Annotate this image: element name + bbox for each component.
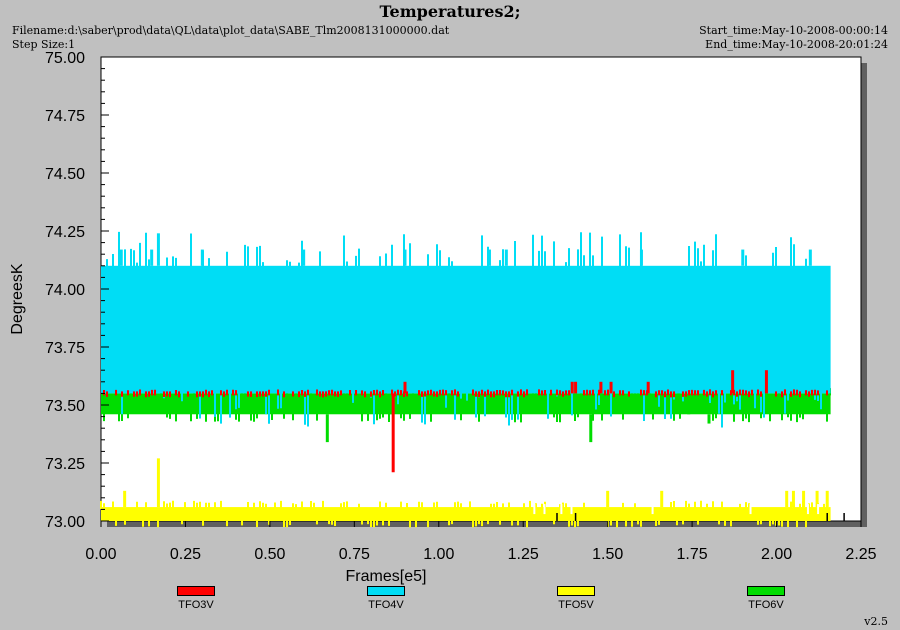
yellow-gap-0	[533, 504, 536, 515]
y-tick-label-7: 74.75	[45, 108, 85, 125]
series-noise-tfo5v	[100, 500, 828, 528]
y-tick-label-6: 74.50	[45, 166, 85, 183]
legend-swatch-tfo4v	[367, 586, 405, 596]
series-tfo5v	[100, 458, 831, 528]
legend-item-tfo6v: TFO6V	[736, 586, 796, 611]
version-label: v2.5	[864, 615, 888, 628]
y-tick-label-5: 74.25	[45, 224, 85, 241]
legend-label-tfo4v: TFO4V	[368, 599, 404, 611]
y-tick-label-3: 73.75	[45, 340, 85, 357]
legend-swatch-tfo6v	[747, 586, 785, 596]
yellow-gap-1	[543, 504, 546, 515]
y-tick-label-8: 75.00	[45, 50, 85, 67]
legend-label-tfo6v: TFO6V	[748, 599, 784, 611]
x-tick-label-5: 1.25	[508, 546, 539, 563]
yellow-gap-6	[806, 504, 809, 515]
yellow-gap-2	[560, 504, 563, 515]
legend-label-tfo3v: TFO3V	[178, 599, 214, 611]
legend-swatch-tfo3v	[177, 586, 215, 596]
yellow-gap-5	[749, 504, 752, 515]
legend-item-tfo4v: TFO4V	[356, 586, 416, 611]
y-tick-label-2: 73.50	[45, 398, 85, 415]
legend-label-tfo5v: TFO5V	[558, 599, 594, 611]
x-tick-label-3: 0.75	[339, 546, 370, 563]
series-band-tfo6v	[101, 393, 831, 415]
x-tick-label-0: 0.00	[85, 546, 116, 563]
x-axis-label: Frames[e5]	[346, 568, 427, 585]
y-axis-label: DegreesK	[9, 263, 26, 334]
x-tick-label-6: 1.50	[592, 546, 623, 563]
end-time-label: End_time:May-10-2008-20:01:24	[705, 38, 888, 51]
x-tick-label-7: 1.75	[677, 546, 708, 563]
legend-item-tfo5v: TFO5V	[546, 586, 606, 611]
series-noise-tfo3v	[103, 389, 828, 398]
series-tfo3v	[103, 370, 828, 473]
x-tick-label-8: 2.00	[761, 546, 792, 563]
yellow-gap-3	[570, 504, 573, 515]
series-band-tfo5v	[101, 507, 831, 521]
y-tick-label-1: 73.25	[45, 456, 85, 473]
x-tick-label-2: 0.50	[254, 546, 285, 563]
x-tick-label-9: 2.25	[845, 546, 876, 563]
x-tick-label-1: 0.25	[170, 546, 201, 563]
yellow-gap-4	[651, 504, 654, 515]
yellow-gap-7	[817, 504, 820, 515]
legend-item-tfo3v: TFO3V	[166, 586, 226, 611]
y-tick-label-4: 74.00	[45, 282, 85, 299]
chart-title: Temperatures2;	[379, 2, 521, 21]
step-size-label: Step Size:1	[12, 38, 76, 51]
filename-label: Filename:d:\saber\prod\data\QL\data\plot…	[12, 24, 450, 37]
y-tick-label-0: 73.00	[45, 514, 85, 531]
series-band-tfo4v	[101, 265, 831, 394]
series-tfo4v	[101, 231, 831, 428]
x-tick-label-4: 1.00	[423, 546, 454, 563]
legend-swatch-tfo5v	[557, 586, 595, 596]
start-time-label: Start_time:May-10-2008-00:00:14	[699, 24, 888, 37]
